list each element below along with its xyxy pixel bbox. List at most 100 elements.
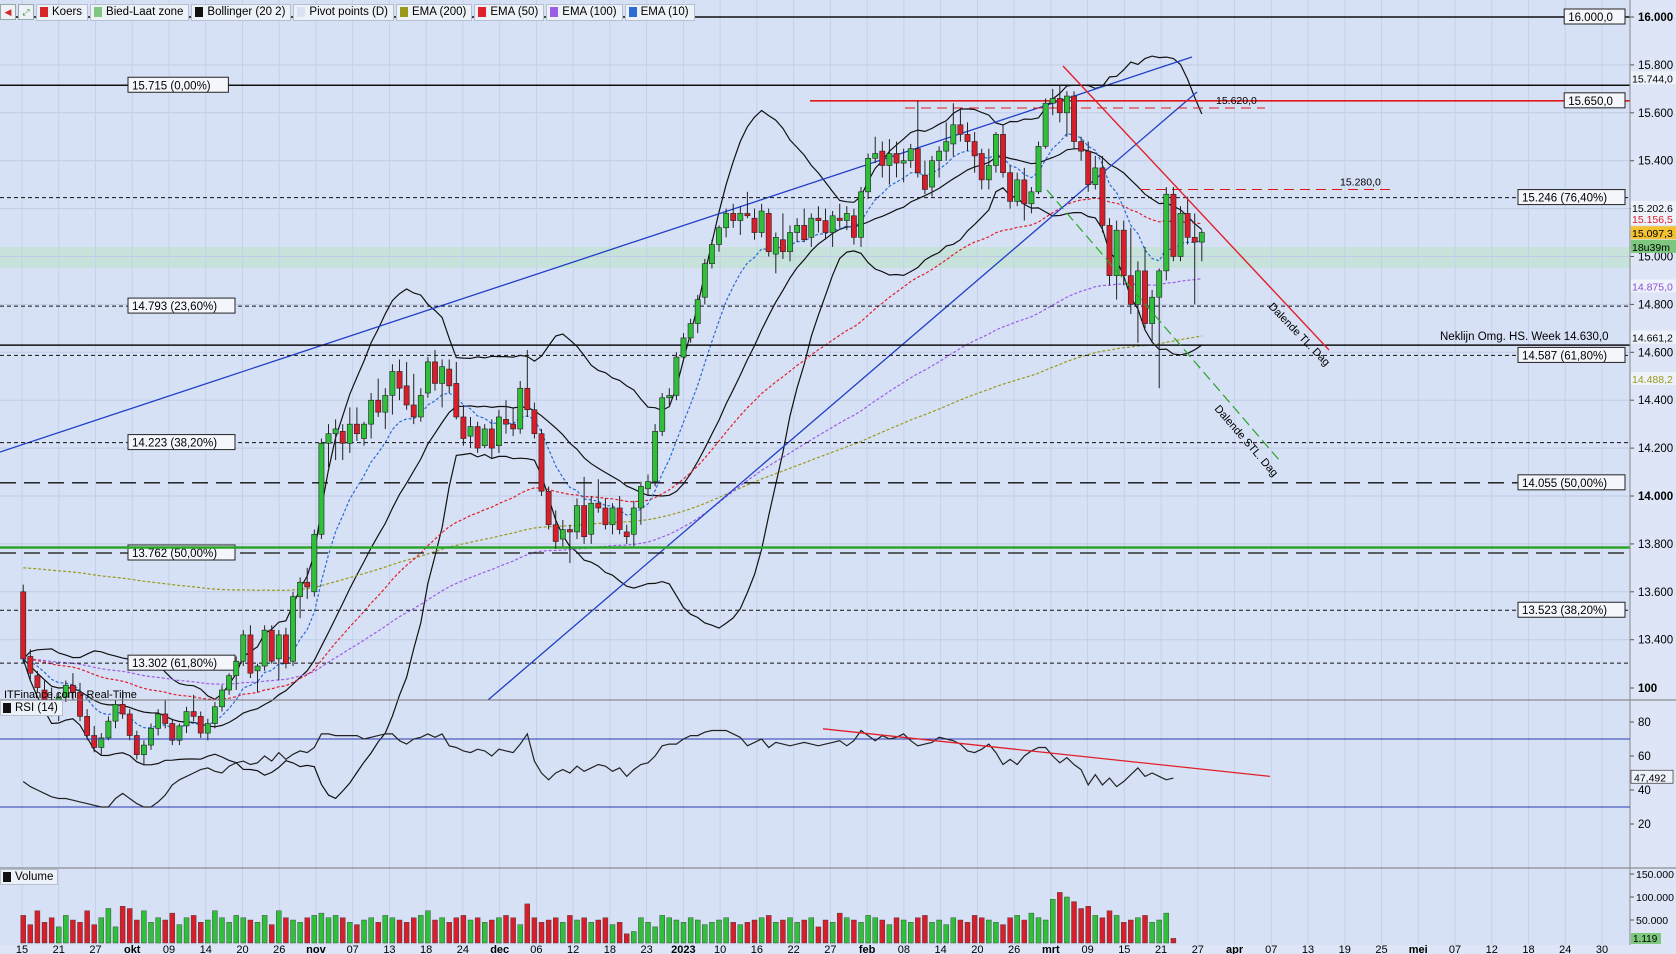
candle-body bbox=[893, 153, 900, 164]
candle-body bbox=[375, 399, 382, 413]
date-tick-label: 09 bbox=[163, 944, 175, 954]
trendline-rising-long bbox=[0, 56, 1193, 453]
price-tick-label: 16.000 bbox=[1638, 12, 1673, 24]
price-tick-label: 13.600 bbox=[1638, 587, 1673, 599]
candle-body bbox=[758, 210, 765, 233]
candle-body bbox=[680, 337, 687, 358]
volume-bar bbox=[48, 917, 55, 944]
volume-bar bbox=[645, 922, 651, 944]
collapse-icon[interactable]: ⤢ bbox=[18, 4, 34, 20]
price-tag-label: 14.875,0 bbox=[1632, 281, 1673, 293]
legend-item-ema200[interactable]: EMA (200) bbox=[396, 3, 473, 21]
volume-bar bbox=[709, 922, 715, 944]
candle-body bbox=[488, 428, 495, 449]
volume-bar bbox=[666, 917, 673, 944]
legend-label: EMA (10) bbox=[640, 6, 689, 18]
candle-body bbox=[950, 124, 957, 145]
bid-ask-zone bbox=[0, 247, 1630, 268]
date-tick-label: 13 bbox=[383, 944, 395, 954]
legend-item-ema10[interactable]: EMA (10) bbox=[624, 3, 695, 21]
rsi-panel-tag[interactable]: RSI (14) bbox=[0, 700, 63, 716]
candle-body bbox=[70, 684, 76, 693]
candle-body bbox=[453, 383, 460, 418]
candle-body bbox=[645, 481, 651, 490]
volume-bar bbox=[1021, 919, 1028, 944]
candle-body bbox=[219, 689, 225, 708]
level-label: 13.762 (50,00%) bbox=[132, 548, 217, 560]
candle-body bbox=[595, 502, 602, 509]
date-tick-label: 21 bbox=[53, 944, 65, 954]
candles-group bbox=[20, 85, 1205, 765]
candle-body bbox=[808, 217, 815, 238]
candle-body bbox=[1028, 191, 1035, 205]
candle-body bbox=[751, 217, 758, 233]
volume-panel-tag[interactable]: Volume bbox=[0, 869, 59, 885]
candle-body bbox=[212, 706, 218, 724]
price-tick-label: 15.600 bbox=[1638, 108, 1673, 120]
volume-bar bbox=[205, 919, 211, 944]
volume-bar bbox=[411, 917, 417, 944]
volume-bar bbox=[993, 922, 999, 944]
legend-item-ema100[interactable]: EMA (100) bbox=[546, 3, 623, 21]
date-tick-label: 12 bbox=[1486, 944, 1498, 954]
rsi-line bbox=[22, 729, 1174, 808]
price-tick-label: 14.600 bbox=[1638, 347, 1673, 359]
candle-body bbox=[914, 148, 921, 173]
volume-bar bbox=[354, 924, 360, 944]
volume-bar bbox=[41, 922, 48, 944]
price-tick-label: 13.800 bbox=[1638, 539, 1673, 551]
candle-body bbox=[1163, 193, 1170, 272]
candle-body bbox=[694, 299, 701, 324]
date-tick-label: 13 bbox=[1302, 944, 1314, 954]
legend-item-ema50[interactable]: EMA (50) bbox=[474, 3, 545, 21]
volume-bar bbox=[1099, 917, 1106, 944]
volume-bar bbox=[1121, 922, 1127, 944]
volume-bar bbox=[425, 910, 431, 944]
legend-item-koers[interactable]: Koers bbox=[36, 3, 89, 21]
volume-bar bbox=[127, 908, 133, 944]
volume-bar bbox=[879, 919, 886, 944]
volume-bar bbox=[403, 922, 410, 944]
volume-bar bbox=[1085, 906, 1091, 944]
candle-body bbox=[425, 361, 431, 394]
volume-bar bbox=[162, 919, 168, 944]
legend-item-bied-laat[interactable]: Bied-Laat zone bbox=[90, 3, 190, 21]
candle-body bbox=[780, 239, 786, 253]
candle-body bbox=[1191, 237, 1198, 243]
volume-bar bbox=[979, 917, 985, 944]
candle-body bbox=[843, 213, 850, 221]
candle-body bbox=[886, 153, 893, 166]
candle-body bbox=[410, 404, 417, 418]
volume-bar bbox=[595, 919, 602, 944]
volume-bar bbox=[496, 917, 502, 944]
volume-bar bbox=[382, 915, 389, 944]
candle-body bbox=[1177, 213, 1184, 257]
level-label: 14.223 (38,20%) bbox=[132, 438, 217, 450]
candle-body bbox=[581, 505, 588, 538]
candle-body bbox=[403, 385, 410, 406]
expand-icon[interactable]: ◀ bbox=[0, 4, 16, 20]
volume-label: Volume bbox=[15, 871, 54, 883]
volume-bar bbox=[1078, 908, 1084, 944]
date-tick-label: 18 bbox=[420, 944, 432, 954]
volume-bar bbox=[198, 922, 204, 944]
date-tick-label: 09 bbox=[1081, 944, 1093, 954]
date-tick-label: 24 bbox=[457, 944, 469, 954]
legend-swatch bbox=[628, 7, 637, 17]
volume-tick-label: 150.000 bbox=[1636, 869, 1674, 881]
candle-body bbox=[346, 423, 353, 444]
legend-item-bollinger[interactable]: Bollinger (20 2) bbox=[191, 3, 292, 21]
volume-bar bbox=[822, 919, 829, 944]
candle-body bbox=[1198, 232, 1205, 243]
legend-item-pivot[interactable]: Pivot points (D) bbox=[293, 3, 395, 21]
date-tick-label: 26 bbox=[273, 944, 285, 954]
volume-bar bbox=[517, 924, 523, 944]
volume-bar bbox=[240, 917, 247, 944]
volume-bar bbox=[638, 917, 644, 944]
candle-body bbox=[467, 426, 474, 437]
volume-bar bbox=[304, 917, 310, 944]
candle-body bbox=[815, 217, 822, 221]
candle-body bbox=[716, 227, 722, 245]
date-tick-label: 07 bbox=[1265, 944, 1277, 954]
candle-body bbox=[900, 160, 907, 164]
